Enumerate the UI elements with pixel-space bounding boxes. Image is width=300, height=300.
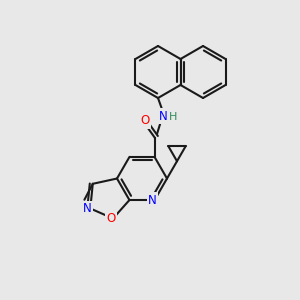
- Text: N: N: [148, 194, 157, 207]
- Text: O: O: [106, 212, 116, 225]
- Text: O: O: [140, 115, 150, 128]
- Text: N: N: [159, 110, 167, 122]
- Text: H: H: [169, 112, 177, 122]
- Text: N: N: [83, 202, 92, 215]
